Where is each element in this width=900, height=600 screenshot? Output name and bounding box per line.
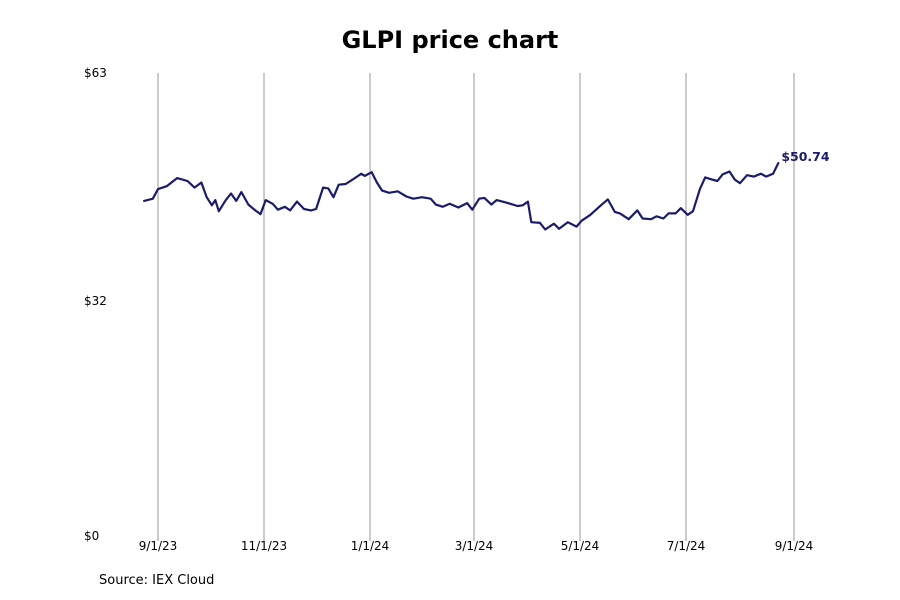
x-tick-label: 5/1/24: [561, 539, 600, 553]
source-note: Source: IEX Cloud: [99, 573, 215, 588]
y-tick-label: $0: [84, 529, 99, 543]
x-tick-label: 7/1/24: [667, 539, 706, 553]
grid-lines: [157, 73, 795, 541]
x-tick-label: 1/1/24: [351, 539, 390, 553]
y-tick-label: $32: [84, 294, 107, 308]
x-tick-label: 11/1/23: [241, 539, 287, 553]
x-axis: 9/1/23 11/1/23 1/1/24 3/1/24 5/1/24 7/1/24 9/1…: [139, 539, 814, 553]
last-price-label: $50.74: [781, 149, 830, 164]
x-tick-label: 9/1/24: [775, 539, 814, 553]
y-tick-label: $63: [84, 66, 107, 80]
x-tick-label: 9/1/23: [139, 539, 178, 553]
series-layer: $50.74: [143, 149, 830, 231]
chart-title: GLPI price chart: [341, 26, 559, 54]
price-line: [143, 162, 780, 231]
x-tick-label: 3/1/24: [455, 539, 494, 553]
y-axis: $0 $32 $63: [84, 66, 107, 543]
